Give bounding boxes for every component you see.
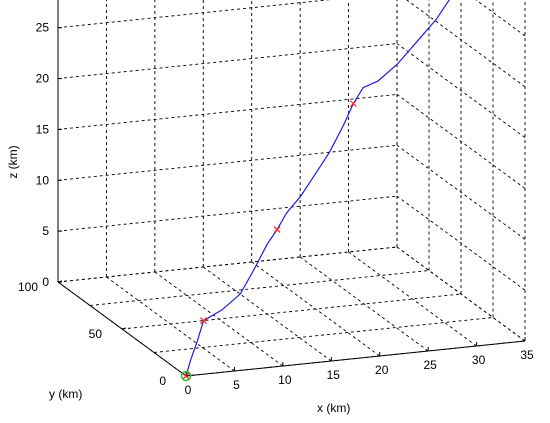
y-tick-label: 50 — [89, 327, 103, 341]
grid-layer — [57, 0, 526, 377]
x-tick-label: 5 — [233, 378, 240, 392]
waypoint-marker — [273, 226, 281, 233]
trajectory-line — [185, 0, 450, 377]
gridline-floor-y — [121, 293, 462, 330]
marker-stroke — [349, 100, 357, 108]
gridline-back-z — [57, 195, 398, 232]
tick-labels: 0510152025303505010005101520253035 — [18, 21, 534, 397]
x-axis-line — [185, 340, 526, 377]
gridline-side-z — [396, 43, 526, 138]
gridline-back-z — [57, 43, 398, 80]
axis-layer — [57, 0, 526, 377]
gridline-side-z — [396, 144, 526, 240]
y-axis-label: y (km) — [49, 387, 82, 401]
gridline-floor-x — [299, 256, 429, 352]
marker-stroke — [182, 372, 190, 380]
y-tick-mark — [121, 327, 127, 330]
start-marker-ring — [180, 370, 192, 382]
z-tick-label: 15 — [36, 122, 50, 136]
y-tick-label: 100 — [18, 280, 38, 294]
x-tick-label: 35 — [520, 348, 534, 362]
data-layer — [180, 0, 450, 382]
gridline-floor-y — [89, 270, 430, 306]
gridline-back-z — [57, 144, 398, 181]
z-tick-label: 25 — [36, 21, 50, 35]
z-tick-label: 5 — [42, 224, 49, 238]
z-tick-label: 0 — [42, 275, 49, 289]
gridline-floor-y — [57, 246, 398, 283]
gridline-floor-y — [153, 317, 494, 353]
z-axis-label: z (km) — [6, 145, 20, 178]
waypoint-marker — [349, 100, 357, 108]
start-marker — [180, 370, 192, 382]
waypoint-marker — [200, 317, 207, 325]
gridline-back-z — [57, 93, 398, 130]
gridline-floor-x — [348, 251, 477, 347]
gridline-side-z — [475, 0, 526, 37]
x-tick-label: 15 — [327, 368, 341, 382]
z-tick-label: 10 — [36, 173, 50, 187]
x-tick-label: 10 — [278, 373, 292, 387]
x-axis-label: x (km) — [317, 401, 350, 415]
x-tick-label: 30 — [472, 353, 486, 367]
z-tick-label: 20 — [36, 72, 50, 86]
marker-stroke — [273, 226, 281, 233]
marker-stroke — [200, 317, 207, 325]
y-tick-label: 0 — [159, 374, 166, 388]
x-tick-label: 20 — [375, 363, 389, 377]
gridline-back-z — [57, 0, 331, 29]
x-tick-label: 0 — [185, 383, 192, 397]
x-tick-label: 25 — [423, 358, 437, 372]
